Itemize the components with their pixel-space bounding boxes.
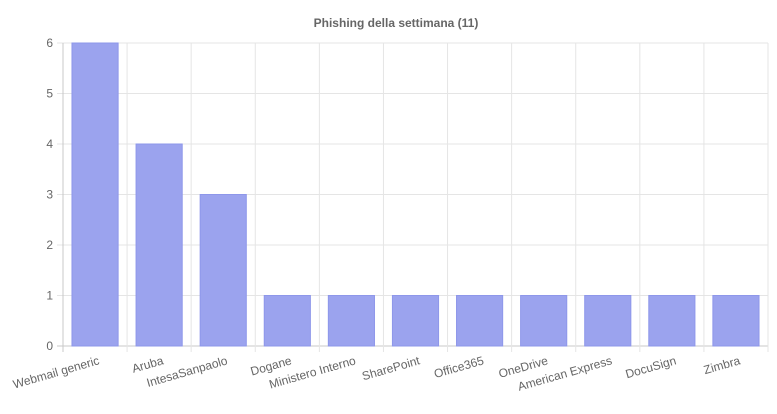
x-tick-label: DocuSign: [624, 353, 678, 381]
bar-webmail-generic[interactable]: [71, 42, 119, 347]
bars: [71, 42, 760, 347]
bar-american-express[interactable]: [584, 295, 632, 347]
bar-onedrive[interactable]: [520, 295, 568, 347]
grid-lines: [57, 42, 769, 352]
y-tick-label: 0: [46, 339, 53, 353]
y-tick-label: 2: [46, 238, 53, 252]
y-tick-label: 1: [46, 289, 53, 303]
bar-zimbra[interactable]: [712, 295, 760, 347]
y-tick-label: 6: [46, 36, 53, 50]
bar-docusign[interactable]: [648, 295, 696, 347]
bar-aruba[interactable]: [135, 143, 183, 347]
bar-dogane[interactable]: [263, 295, 311, 347]
chart-title: Phishing della settimana (11): [314, 16, 479, 30]
x-tick-label: Webmail generic: [11, 353, 101, 391]
x-tick-label: Zimbra: [702, 353, 742, 377]
y-axis: 0 1 2 3 4 5 6: [46, 36, 53, 353]
bar-ministero-interno[interactable]: [327, 295, 375, 347]
x-tick-label: SharePoint: [360, 353, 422, 383]
bar-sharepoint[interactable]: [391, 295, 440, 347]
bar-office365[interactable]: [456, 295, 504, 347]
y-tick-label: 3: [46, 188, 53, 202]
x-tick-label: Office365: [432, 353, 485, 381]
y-tick-label: 4: [46, 137, 53, 151]
y-tick-label: 5: [46, 87, 53, 101]
bar-intesasanpaolo[interactable]: [199, 194, 247, 347]
